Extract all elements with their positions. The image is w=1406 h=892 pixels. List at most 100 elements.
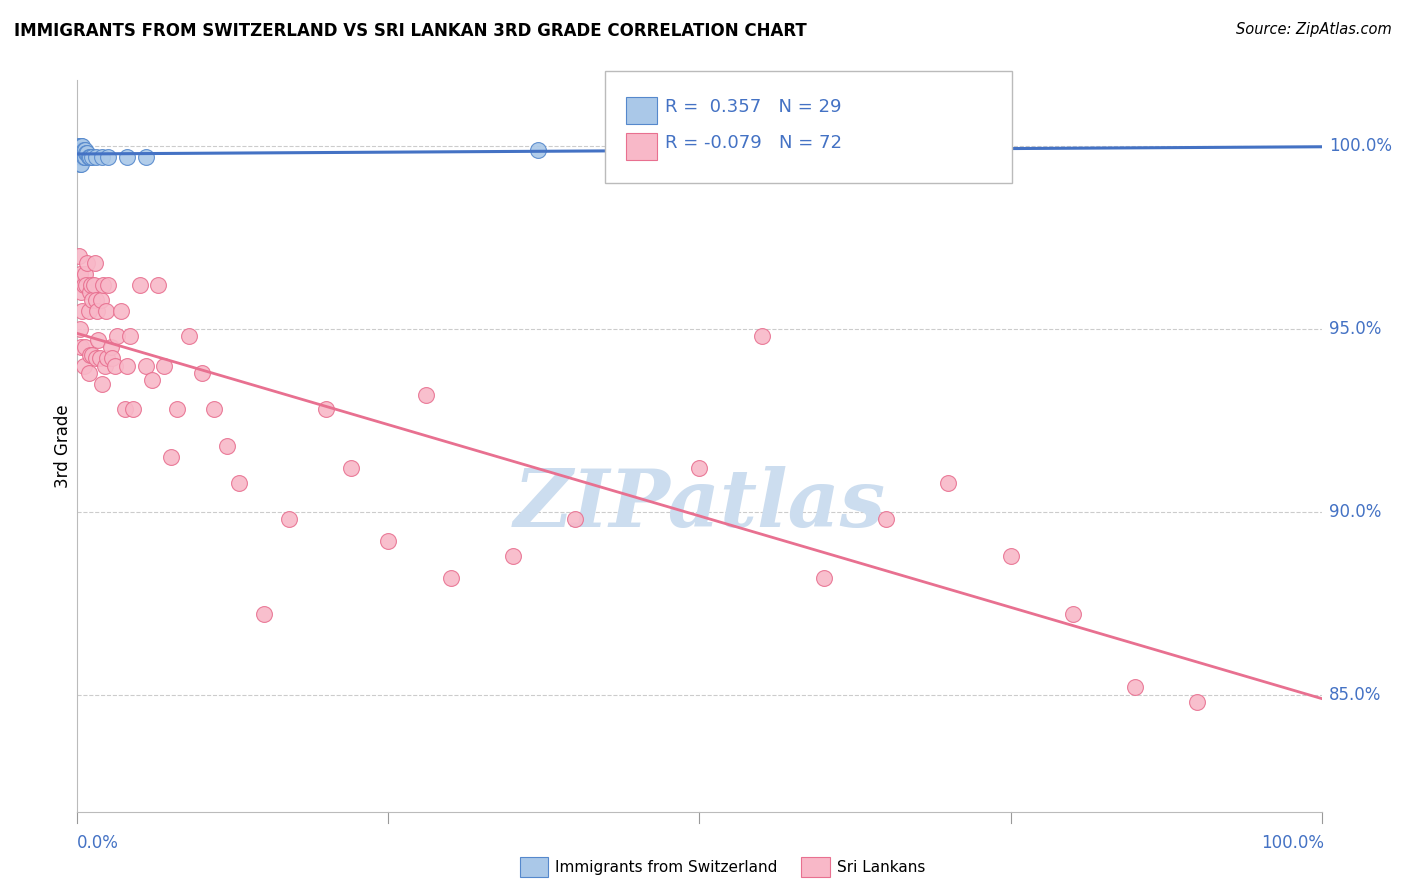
Point [86,303,108,318]
Point [110,303,132,318]
Point [875,512,897,526]
Point [82,293,104,307]
Point [79,347,101,361]
Point [94,303,117,318]
Point [141,373,163,387]
Point [93,278,115,293]
Point [83,256,105,270]
Point [84,293,107,307]
Y-axis label: 3rd Grade: 3rd Grade [53,404,72,488]
Point [67,249,90,263]
Point [97,150,120,164]
Point [118,329,141,343]
Point [73,340,96,354]
Point [166,402,188,417]
Point [76,146,98,161]
Point [67,146,90,161]
Point [67,139,90,153]
Point [1062,607,1084,622]
Point [1187,695,1209,709]
Point [66,143,89,157]
Point [79,150,101,164]
Text: IMMIGRANTS FROM SWITZERLAND VS SRI LANKAN 3RD GRADE CORRELATION CHART: IMMIGRANTS FROM SWITZERLAND VS SRI LANKA… [14,22,807,40]
Text: 100.0%: 100.0% [1261,834,1324,852]
Point [277,512,299,526]
Point [93,359,115,373]
Point [69,267,91,281]
Point [90,293,112,307]
Point [72,359,94,373]
Text: 85.0%: 85.0% [1329,686,1381,704]
Point [315,402,337,417]
Text: Immigrants from Switzerland: Immigrants from Switzerland [555,860,778,874]
Text: 90.0%: 90.0% [1329,503,1381,521]
Point [69,143,91,157]
Point [91,150,114,164]
Point [415,388,437,402]
Point [77,150,100,164]
Text: Source: ZipAtlas.com: Source: ZipAtlas.com [1236,22,1392,37]
Point [79,285,101,300]
Point [69,157,91,171]
Point [84,351,107,366]
Point [72,278,94,293]
Point [202,402,225,417]
Point [91,376,114,391]
Point [135,359,157,373]
Point [114,402,136,417]
Text: 95.0%: 95.0% [1329,320,1381,338]
Point [191,366,214,380]
Point [813,571,835,585]
Text: 100.0%: 100.0% [1329,137,1392,155]
Point [228,475,250,490]
Point [340,461,363,475]
Point [1000,549,1022,563]
Point [564,512,586,526]
Point [153,359,176,373]
Point [689,461,711,475]
Point [72,139,94,153]
Point [72,143,94,157]
Point [87,333,110,347]
Text: 0.0%: 0.0% [77,834,120,852]
Point [100,340,122,354]
Point [128,278,150,293]
Point [253,607,276,622]
Point [751,329,773,343]
Text: R = -0.079   N = 72: R = -0.079 N = 72 [665,134,842,152]
Point [70,285,93,300]
Point [77,366,100,380]
Point [70,150,93,164]
Point [179,329,201,343]
Point [77,303,100,318]
Point [76,256,98,270]
Point [75,146,97,161]
Point [502,549,524,563]
Point [135,150,157,164]
Point [67,143,90,157]
Point [440,571,463,585]
Point [115,150,138,164]
Point [73,150,96,164]
Point [75,278,97,293]
Point [215,439,238,453]
Point [105,329,128,343]
Point [73,267,96,281]
Point [122,402,145,417]
Point [938,475,960,490]
Point [69,150,91,164]
Point [96,351,118,366]
Point [82,347,104,361]
Text: Sri Lankans: Sri Lankans [837,860,925,874]
Point [70,139,93,153]
Point [377,534,399,549]
Point [115,359,138,373]
Point [97,278,120,293]
Point [83,278,105,293]
Point [82,150,104,164]
Point [526,143,548,157]
Point [70,157,93,171]
Text: R =  0.357   N = 29: R = 0.357 N = 29 [665,98,842,116]
Point [148,278,170,293]
Point [72,146,94,161]
